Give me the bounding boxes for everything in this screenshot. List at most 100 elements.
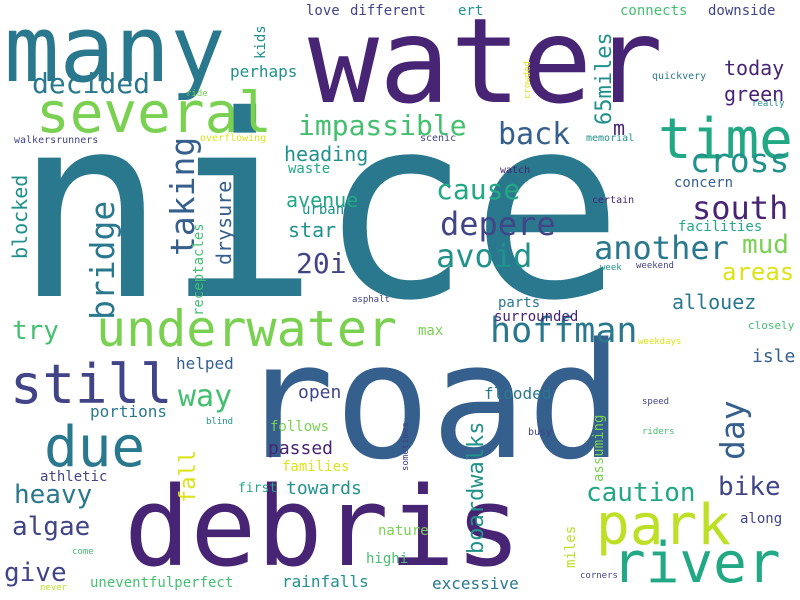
word-96: along — [740, 511, 783, 527]
word-102: come — [72, 547, 94, 557]
word-90: riders — [642, 427, 675, 437]
word-11: due — [44, 415, 146, 480]
word-0: nice — [14, 61, 624, 356]
word-12: hoffman — [490, 311, 638, 351]
word-9: river — [612, 531, 781, 596]
word-30: fall — [176, 450, 201, 503]
word-38: 65miles — [592, 32, 617, 125]
word-36: allouez — [672, 290, 757, 314]
word-64: memorial — [586, 133, 635, 144]
word-24: decided — [32, 67, 151, 100]
word-63: scenic — [420, 133, 457, 144]
word-37: boardwalks — [464, 421, 489, 554]
word-89: speed — [642, 397, 670, 407]
word-45: drysure — [212, 180, 236, 265]
word-25: caution — [586, 478, 696, 508]
word-41: m — [613, 116, 626, 140]
word-52: love — [306, 3, 340, 19]
word-67: certain — [592, 195, 635, 206]
word-17: depere — [440, 205, 556, 243]
word-58: quickvery — [652, 71, 707, 82]
word-94: nature — [378, 523, 429, 539]
word-10: still — [10, 353, 173, 416]
word-99: highi — [366, 551, 409, 567]
word-43: avenue — [286, 188, 359, 212]
word-78: helped — [176, 354, 234, 373]
word-21: bridge — [83, 200, 122, 320]
word-73: surrounded — [494, 309, 579, 325]
word-18: avoid — [436, 237, 533, 275]
word-91: busy — [528, 427, 553, 438]
word-34: areas — [722, 258, 795, 286]
word-83: athletic — [40, 469, 108, 485]
word-8: park — [596, 493, 731, 558]
word-42: heading — [284, 142, 369, 166]
word-81: assuming — [591, 414, 607, 482]
word-16: another — [594, 229, 729, 267]
word-70: weekend — [636, 261, 674, 271]
word-74: max — [418, 323, 444, 339]
word-62: overflowing — [200, 133, 267, 144]
word-100: excessive — [432, 574, 519, 593]
word-68: facilities — [678, 219, 763, 235]
word-15: south — [692, 189, 789, 227]
word-44: star — [288, 218, 337, 242]
word-76: weekdays — [638, 337, 682, 347]
word-57: crowded — [523, 61, 533, 99]
word-60: really — [752, 99, 785, 109]
word-29: way — [178, 379, 233, 414]
word-87: families — [282, 459, 350, 475]
word-3: debris — [124, 463, 522, 591]
word-6: underwater — [96, 300, 398, 358]
word-53: different — [350, 3, 426, 19]
word-13: day — [713, 400, 752, 460]
word-98: rainfalls — [282, 572, 369, 591]
word-28: give — [4, 558, 67, 588]
word-72: parts — [498, 295, 541, 311]
word-82: portions — [90, 402, 168, 421]
word-31: try — [12, 316, 59, 346]
word-85: follows — [270, 419, 330, 435]
word-46: blocked — [8, 174, 32, 259]
word-35: 20i — [296, 247, 347, 280]
word-33: mud — [742, 230, 789, 260]
word-61: walkersrunners — [14, 135, 99, 146]
word-97: uneventfulperfect — [90, 575, 234, 591]
word-4: many — [4, 0, 226, 103]
word-54: ert — [458, 3, 484, 19]
word-48: waste — [288, 161, 331, 177]
word-1: road — [238, 308, 624, 495]
word-77: isle — [752, 346, 796, 367]
word-95: miles — [563, 525, 579, 568]
word-23: back — [498, 117, 571, 152]
word-84: blind — [206, 417, 234, 427]
word-65: watch — [500, 165, 531, 176]
word-26: heavy — [14, 480, 93, 510]
word-93: towards — [286, 478, 362, 499]
word-71: asphalt — [352, 295, 390, 305]
word-80: flooded — [484, 384, 552, 403]
word-32: bike — [718, 472, 781, 502]
word-27: algae — [12, 512, 91, 542]
word-14: cross — [690, 141, 790, 180]
word-92: first — [238, 481, 278, 496]
word-79: open — [298, 382, 342, 403]
word-47: receptacles — [191, 223, 207, 316]
word-69: week — [600, 263, 622, 273]
word-88: sometimes — [401, 422, 411, 471]
word-39: today — [724, 56, 785, 80]
word-5: several — [36, 81, 273, 146]
word-50: perhaps — [230, 62, 298, 81]
word-7: time — [658, 107, 793, 172]
word-40: green — [724, 82, 785, 106]
word-49: urban — [302, 202, 345, 218]
word-59: ride — [186, 89, 208, 99]
word-19: cause — [436, 173, 521, 206]
word-103: never — [40, 583, 68, 593]
word-2: water — [308, 0, 664, 130]
word-66: concern — [674, 175, 734, 191]
word-22: impassible — [298, 109, 467, 142]
word-86: passed — [268, 438, 334, 459]
word-101: corners — [580, 571, 618, 581]
